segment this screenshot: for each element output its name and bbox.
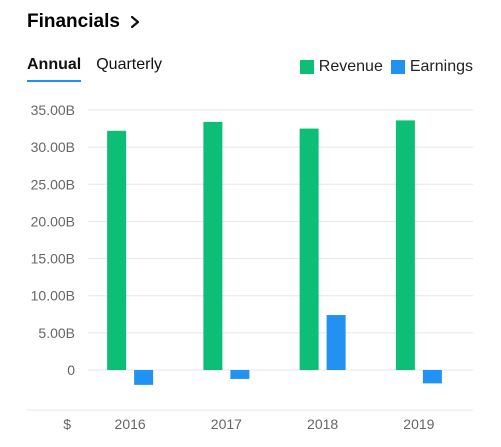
legend-revenue-label: Revenue: [318, 58, 383, 75]
period-tabs: Annual Quarterly: [27, 56, 162, 82]
y-tick-label: 10.00B: [31, 288, 75, 304]
financials-header-link[interactable]: Financials: [27, 9, 142, 35]
currency-symbol: $: [63, 416, 71, 432]
legend-earnings-label: Earnings: [409, 58, 473, 75]
revenue-swatch: [299, 60, 314, 74]
chevron-right-icon: [130, 15, 140, 29]
y-tick-label: 25.00B: [31, 176, 75, 192]
section-title: Financials: [27, 11, 120, 32]
y-tick-label: 5.00B: [38, 325, 75, 341]
tab-quarterly[interactable]: Quarterly: [96, 56, 163, 73]
earnings-bar-2016: [134, 370, 154, 385]
legend-revenue[interactable]: Revenue: [299, 58, 383, 76]
revenue-bar-2016: [107, 130, 127, 370]
x-tick-label: 2018: [307, 416, 338, 432]
earnings-bar-2018: [326, 315, 346, 370]
earnings-swatch: [390, 60, 405, 74]
x-tick-label: 2017: [211, 416, 242, 432]
x-tick-label: 2016: [115, 416, 146, 432]
y-tick-label: 15.00B: [31, 251, 75, 267]
earnings-bar-2019: [422, 370, 442, 384]
chart-legend: Revenue Earnings: [292, 58, 473, 76]
revenue-bar-2017: [203, 121, 223, 370]
legend-earnings[interactable]: Earnings: [390, 58, 473, 76]
x-tick-label: 2019: [403, 416, 434, 432]
y-tick-label: 20.00B: [31, 213, 75, 229]
y-tick-label: 0: [67, 362, 75, 378]
y-tick-label: 35.00B: [31, 102, 75, 118]
revenue-bar-2019: [395, 120, 415, 371]
revenue-bar-2018: [299, 128, 319, 370]
tab-annual[interactable]: Annual: [27, 56, 82, 82]
earnings-bar-2017: [230, 370, 250, 379]
y-tick-label: 30.00B: [31, 139, 75, 155]
